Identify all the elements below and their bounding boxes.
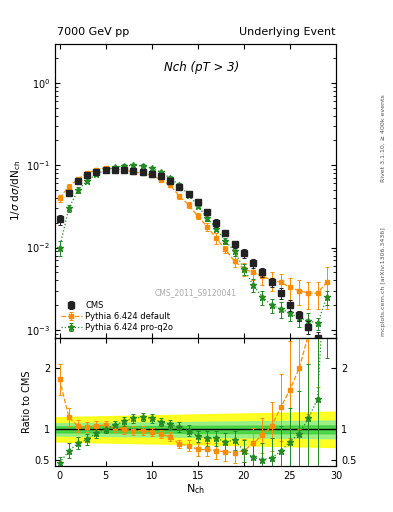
Text: Underlying Event: Underlying Event bbox=[239, 27, 335, 37]
Text: Rivet 3.1.10, ≥ 400k events: Rivet 3.1.10, ≥ 400k events bbox=[381, 94, 386, 182]
Text: mcplots.cern.ch [arXiv:1306.3436]: mcplots.cern.ch [arXiv:1306.3436] bbox=[381, 227, 386, 336]
Text: Nch (pT > 3): Nch (pT > 3) bbox=[163, 61, 239, 74]
Text: 7000 GeV pp: 7000 GeV pp bbox=[57, 27, 129, 37]
Y-axis label: 1/$\sigma$ d$\sigma$/dN$_\mathrm{ch}$: 1/$\sigma$ d$\sigma$/dN$_\mathrm{ch}$ bbox=[9, 160, 24, 221]
Legend: CMS, Pythia 6.424 default, Pythia 6.424 pro-q2o: CMS, Pythia 6.424 default, Pythia 6.424 … bbox=[59, 299, 174, 334]
Text: CMS_2011_S9120041: CMS_2011_S9120041 bbox=[154, 288, 237, 297]
X-axis label: N$_\mathrm{ch}$: N$_\mathrm{ch}$ bbox=[186, 482, 205, 496]
Y-axis label: Ratio to CMS: Ratio to CMS bbox=[22, 371, 32, 433]
